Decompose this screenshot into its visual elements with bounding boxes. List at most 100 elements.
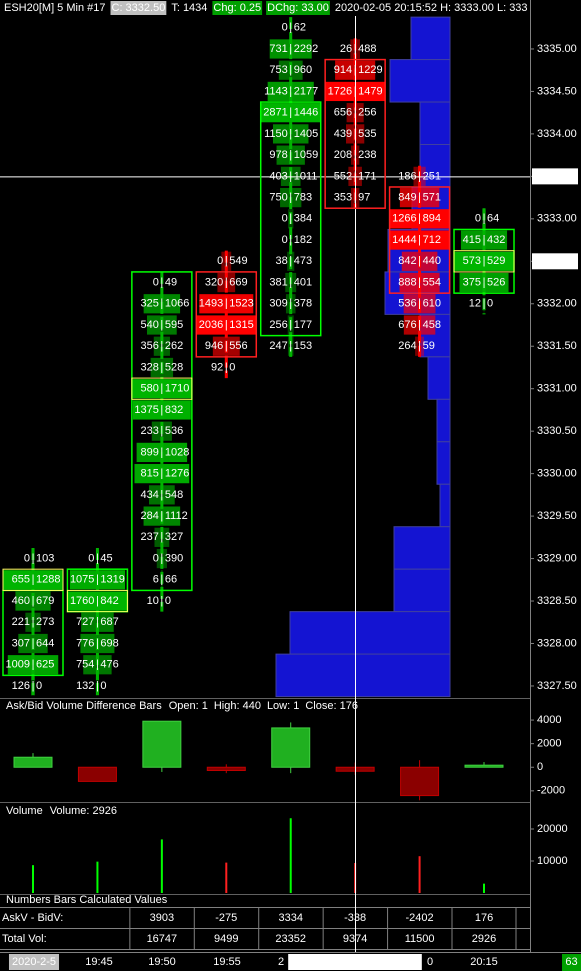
ask-volume: 528 [165,361,183,373]
cell-separator: | [483,298,486,310]
ask-volume: 960 [294,64,312,76]
cell-separator: | [418,213,421,225]
table-cell: 9499 [214,933,238,945]
cell-shading [143,294,181,314]
y-tick-label: 2000 [537,738,561,750]
ask-volume: 45 [100,552,112,564]
ask-volume: 554 [423,276,441,288]
bid-volume: 0 [217,255,223,267]
table-cell: 176 [475,912,493,924]
ask-volume: 698 [100,637,118,649]
ask-volume: 238 [358,149,376,161]
volume-profile-bar [393,568,451,613]
panel-legend: Close: 176 [305,700,358,712]
cell-shading [287,315,294,335]
cell-separator: | [160,361,163,373]
ask-volume: 610 [423,298,441,310]
cell-separator: | [32,659,35,671]
bid-volume: 1150 [264,128,288,140]
volume-profile-bar [289,611,451,655]
value-area-box [324,58,386,209]
cell-shading [287,251,295,271]
time-label: 19:50 [148,956,176,968]
cell-shading [95,676,99,696]
cell-shading [287,336,294,356]
cell-separator: | [160,298,163,310]
price-tick-label: 3328.50 [537,595,577,607]
bid-volume: 0 [282,234,288,246]
cell-separator: | [160,340,163,352]
cell-shading [399,272,440,293]
bid-volume: 552 [334,170,352,182]
bid-volume: 0 [153,276,159,288]
cell-shading [136,442,188,463]
ask-volume: 842 [100,595,118,607]
table-cell: 16747 [147,933,178,945]
ask-volume: 1229 [358,64,382,76]
table-cell: 3334 [278,912,302,924]
bid-volume: 375 [463,276,481,288]
ask-volume: 595 [165,319,183,331]
ask-volume: 488 [358,43,376,55]
cell-separator: | [96,637,99,649]
ask-volume: 1523 [229,298,253,310]
cell-separator: | [160,276,163,288]
cell-separator: | [225,255,228,267]
bid-volume: 1444 [392,234,416,246]
ask-volume: 1276 [165,468,189,480]
bid-volume: 2871 [263,107,287,119]
time-label: 19:45 [85,956,113,968]
bid-volume: 580 [141,383,159,395]
time-label: 19:55 [213,956,241,968]
price-marker-box [532,168,578,185]
bid-volume: 1266 [392,213,416,225]
cell-shading [134,464,190,484]
bid-volume: 12 [469,298,481,310]
cell-separator: | [96,680,99,692]
cell-separator: | [225,319,228,331]
value-area-box [195,271,258,358]
bid-volume: 849 [398,192,416,204]
value-area-box [388,186,451,294]
poc-box [453,250,515,273]
cell-separator: | [354,170,357,182]
bid-volume: 1760 [70,595,94,607]
cell-shading [280,187,302,208]
cell-separator: | [289,213,292,225]
cell-separator: | [418,234,421,246]
table-cell: -275 [215,912,237,924]
ask-volume: 171 [358,170,376,182]
cell-shading [212,336,240,356]
bid-volume: 356 [141,340,159,352]
cell-shading [401,251,438,271]
header-text: T: 1434 [171,2,207,14]
bid-volume: 403 [269,170,287,182]
ask-volume: 526 [487,276,505,288]
cell-separator: | [225,340,228,352]
ask-volume: 1479 [358,85,382,97]
bid-volume: 247 [269,340,287,352]
ask-volume: 832 [165,404,183,416]
ask-volume: 549 [229,255,247,267]
candle-body [142,720,182,768]
bid-volume: 186 [398,170,416,182]
cell-shading [80,633,115,654]
cell-shading [67,591,128,611]
price-tick-label: 3334.00 [537,128,577,140]
ask-volume: 712 [423,234,441,246]
price-tick-label: 3335.00 [537,43,577,55]
price-tick-label: 3329.50 [537,510,577,522]
bid-volume: 256 [269,319,287,331]
ask-volume: 1405 [294,128,318,140]
cell-separator: | [289,298,292,310]
bid-volume: 320 [205,276,223,288]
ask-volume: 548 [165,489,183,501]
table-row-label: AskV - BidV: [2,912,63,924]
cell-shading [31,676,35,696]
ask-volume: 384 [294,213,312,225]
bid-volume: 1143 [264,85,288,97]
cell-shading [154,527,170,547]
bid-volume: 439 [334,128,352,140]
table-title: Numbers Bars Calculated Values [6,894,168,906]
